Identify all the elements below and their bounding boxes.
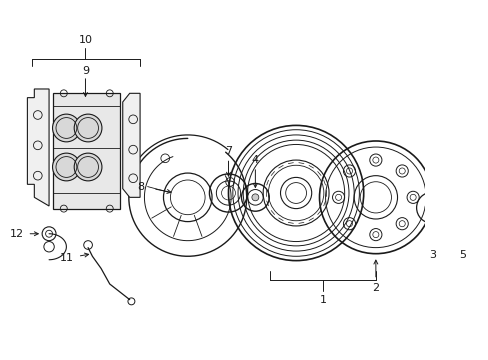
Text: 4: 4 (251, 155, 259, 165)
Text: 2: 2 (371, 283, 379, 293)
Circle shape (459, 208, 464, 212)
Text: 11: 11 (60, 253, 74, 263)
Circle shape (52, 153, 80, 181)
Text: 3: 3 (428, 249, 435, 260)
Text: 9: 9 (82, 66, 89, 76)
Circle shape (251, 194, 258, 201)
Polygon shape (53, 93, 120, 208)
Text: 5: 5 (458, 249, 465, 260)
Text: 10: 10 (78, 35, 92, 45)
Polygon shape (27, 89, 49, 206)
Polygon shape (122, 93, 140, 197)
Text: 12: 12 (10, 229, 24, 239)
Text: 8: 8 (137, 182, 144, 192)
Text: 1: 1 (319, 294, 326, 305)
Circle shape (74, 114, 102, 142)
Text: 7: 7 (224, 147, 232, 156)
Circle shape (74, 153, 102, 181)
Circle shape (52, 114, 80, 142)
